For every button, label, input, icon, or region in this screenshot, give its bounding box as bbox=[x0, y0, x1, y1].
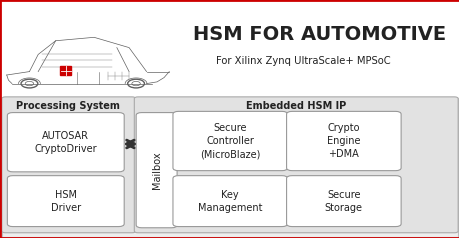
Text: HSM
Driver: HSM Driver bbox=[50, 189, 81, 213]
Text: Processing System: Processing System bbox=[16, 101, 120, 111]
Text: Key
Management: Key Management bbox=[197, 189, 262, 213]
Text: Mailbox: Mailbox bbox=[151, 151, 161, 189]
FancyBboxPatch shape bbox=[7, 113, 124, 172]
FancyBboxPatch shape bbox=[7, 176, 124, 227]
FancyBboxPatch shape bbox=[0, 0, 459, 96]
FancyBboxPatch shape bbox=[286, 176, 400, 227]
FancyBboxPatch shape bbox=[60, 66, 71, 75]
FancyBboxPatch shape bbox=[286, 111, 400, 171]
Text: Secure
Storage: Secure Storage bbox=[324, 189, 362, 213]
Text: Crypto
Engine
+DMA: Crypto Engine +DMA bbox=[326, 123, 360, 159]
Text: Secure
Controller
(MicroBlaze): Secure Controller (MicroBlaze) bbox=[200, 123, 260, 159]
Text: HSM FOR AUTOMOTIVE: HSM FOR AUTOMOTIVE bbox=[193, 25, 445, 44]
FancyBboxPatch shape bbox=[2, 97, 135, 233]
Text: Embedded HSM IP: Embedded HSM IP bbox=[246, 101, 346, 111]
Text: For Xilinx Zynq UltraScale+ MPSoC: For Xilinx Zynq UltraScale+ MPSoC bbox=[216, 56, 390, 66]
FancyBboxPatch shape bbox=[173, 111, 287, 171]
FancyBboxPatch shape bbox=[136, 113, 177, 228]
FancyBboxPatch shape bbox=[134, 97, 457, 233]
Text: AUTOSAR
CryptoDriver: AUTOSAR CryptoDriver bbox=[34, 131, 97, 154]
FancyBboxPatch shape bbox=[173, 176, 287, 227]
FancyBboxPatch shape bbox=[2, 98, 457, 237]
